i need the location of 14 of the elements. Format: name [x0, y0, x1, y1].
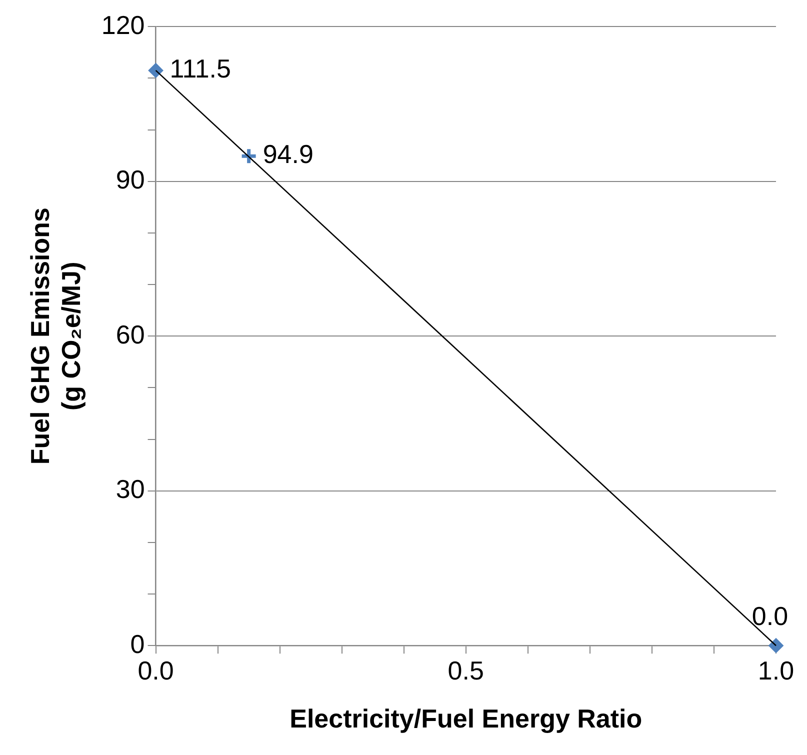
y-tick-label: 120 [101, 10, 145, 40]
point [148, 62, 164, 78]
x-tick-label: 0.5 [448, 655, 484, 686]
y-tick-label: 30 [116, 474, 145, 504]
x-tick-label: 1.0 [758, 655, 794, 686]
y-tick-label: 90 [116, 164, 145, 195]
x-axis-title: Electricity/Fuel Energy Ratio [290, 704, 642, 734]
y-axis-title: Fuel GHG Emissions (g CO₂e/MJ) [24, 208, 86, 465]
y-tick-label: 60 [116, 319, 145, 350]
point [768, 638, 784, 654]
point [240, 147, 258, 165]
data-label: 111.5 [170, 54, 231, 84]
data-label: 94.9 [262, 139, 314, 170]
data-label: 0.0 [752, 600, 788, 631]
